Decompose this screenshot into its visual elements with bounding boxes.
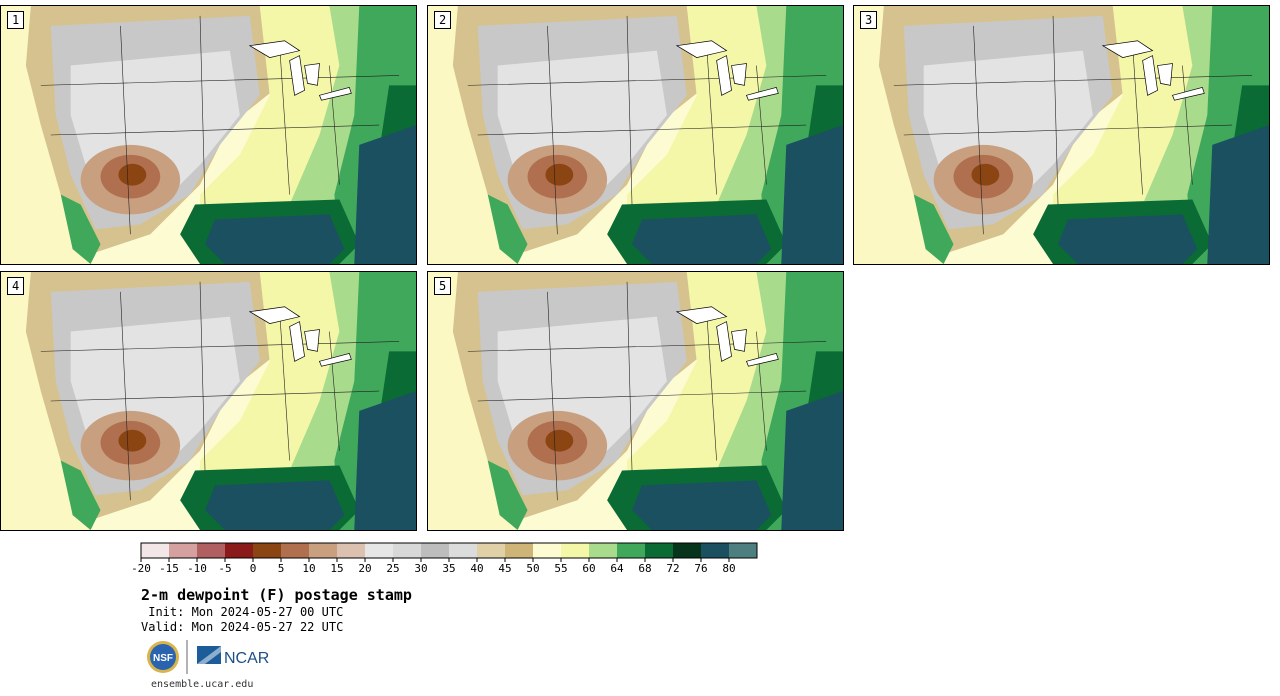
logos: NSF NCAR <box>147 640 269 674</box>
dewpoint-map <box>428 272 843 530</box>
colorbar-tick-label: 80 <box>722 562 735 575</box>
colorbar-swatch <box>197 543 225 558</box>
map-panel-2: 2 <box>427 5 844 265</box>
colorbar-swatch <box>225 543 253 558</box>
ncar-logo-text: NCAR <box>224 650 269 667</box>
colorbar-tick-label: 55 <box>554 562 567 575</box>
colorbar-swatch <box>421 543 449 558</box>
member-number-label: 5 <box>434 277 452 295</box>
colorbar-tick-label: 68 <box>638 562 651 575</box>
colorbar-swatch <box>169 543 197 558</box>
nsf-logo-icon: NSF <box>147 641 179 673</box>
colorbar-swatch <box>561 543 589 558</box>
dewpoint-map <box>854 6 1269 264</box>
colorbar-tick-label: 40 <box>470 562 483 575</box>
colorbar-swatch <box>617 543 645 558</box>
colorbar-tick-label: 30 <box>414 562 427 575</box>
colorbar-tick-label: 5 <box>278 562 285 575</box>
chart-title: 2-m dewpoint (F) postage stamp <box>141 586 412 604</box>
map-panel-4: 4 <box>0 271 417 531</box>
colorbar-swatch <box>505 543 533 558</box>
member-number-label: 1 <box>7 11 25 29</box>
colorbar-swatch <box>449 543 477 558</box>
colorbar-swatch <box>337 543 365 558</box>
footer-url: ensemble.ucar.edu <box>151 679 254 690</box>
colorbar-tick-label: -5 <box>218 562 231 575</box>
dewpoint-map <box>1 272 416 530</box>
colorbar-swatch <box>729 543 757 558</box>
colorbar-tick-label: 60 <box>582 562 595 575</box>
member-number-label: 4 <box>7 277 25 295</box>
colorbar-tick-label: 76 <box>694 562 707 575</box>
colorbar-tick-label: -20 <box>131 562 151 575</box>
colorbar-tick-label: 64 <box>610 562 624 575</box>
member-number-label: 2 <box>434 11 452 29</box>
ncar-logo-icon: NCAR <box>197 646 269 667</box>
colorbar-tick-label: 72 <box>666 562 679 575</box>
colorbar-tick-label: -15 <box>159 562 179 575</box>
dewpoint-map <box>1 6 416 264</box>
map-panel-3: 3 <box>853 5 1270 265</box>
colorbar-tick-label: 25 <box>386 562 399 575</box>
colorbar-tick-label: 45 <box>498 562 511 575</box>
colorbar-swatch <box>701 543 729 558</box>
colorbar-tick-label: 15 <box>330 562 343 575</box>
colorbar-swatch <box>673 543 701 558</box>
member-number-label: 3 <box>860 11 878 29</box>
colorbar-swatch <box>589 543 617 558</box>
colorbar-outline <box>140 542 758 559</box>
nsf-logo-text: NSF <box>153 653 173 664</box>
colorbar-swatch <box>533 543 561 558</box>
colorbar-swatch <box>477 543 505 558</box>
colorbar-swatch <box>393 543 421 558</box>
colorbar-tick-label: 0 <box>250 562 257 575</box>
map-panel-1: 1 <box>0 5 417 265</box>
colorbar-tick-label: -10 <box>187 562 207 575</box>
colorbar-swatch <box>281 543 309 558</box>
colorbar-swatch <box>253 543 281 558</box>
colorbar-swatch <box>645 543 673 558</box>
colorbar-tick-label: 20 <box>358 562 371 575</box>
colorbar-swatch <box>309 543 337 558</box>
colorbar-swatch <box>365 543 393 558</box>
colorbar-swatch <box>141 543 169 558</box>
map-panel-5: 5 <box>427 271 844 531</box>
colorbar-tick-label: 35 <box>442 562 455 575</box>
dewpoint-map <box>428 6 843 264</box>
valid-time: Valid: Mon 2024-05-27 22 UTC <box>141 620 344 634</box>
colorbar-tick-label: 50 <box>526 562 539 575</box>
init-time: Init: Mon 2024-05-27 00 UTC <box>141 605 344 619</box>
colorbar-tick-label: 10 <box>302 562 315 575</box>
